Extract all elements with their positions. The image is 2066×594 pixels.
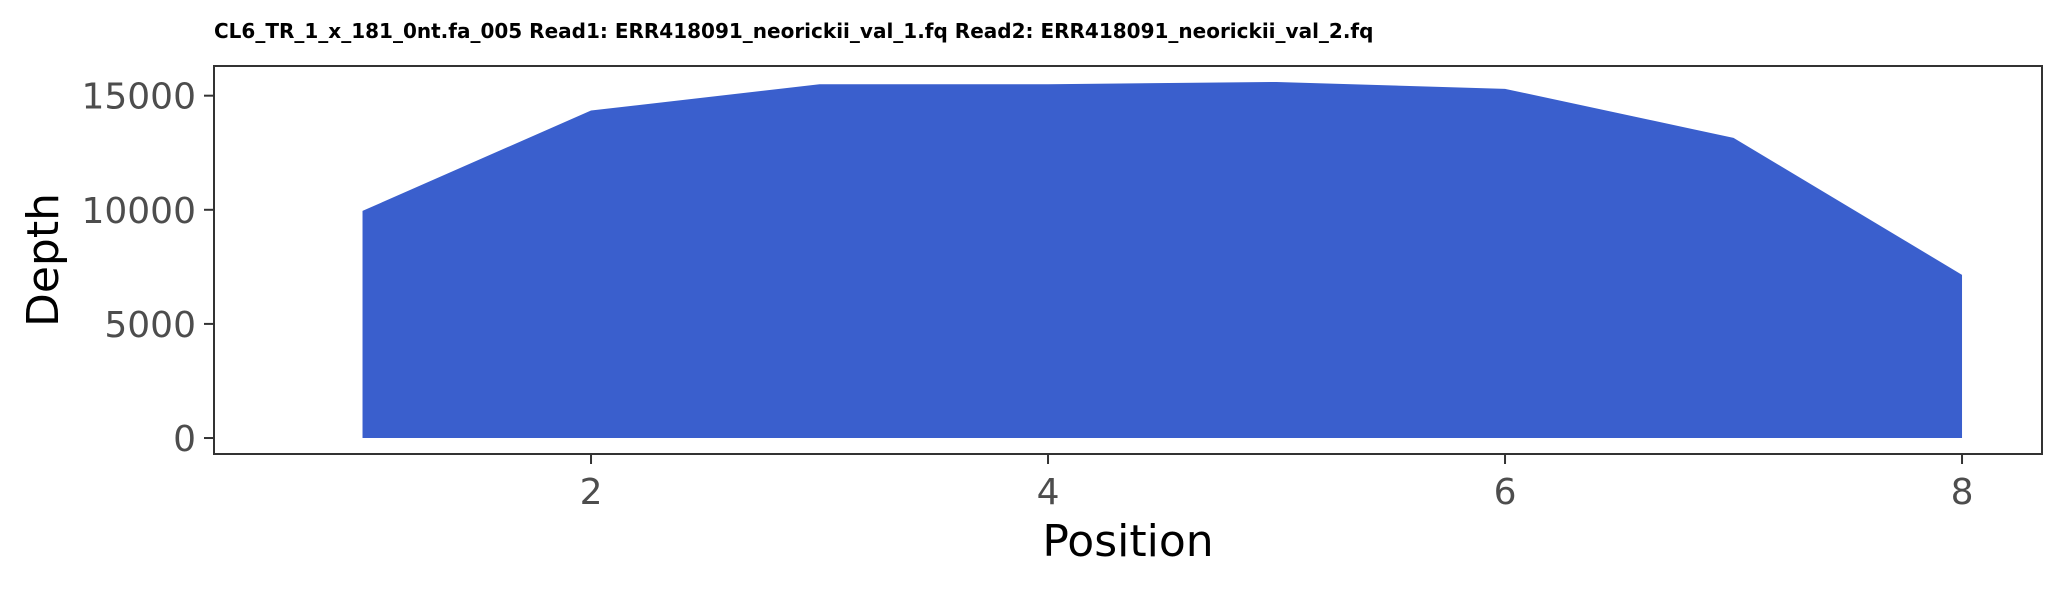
depth-area	[362, 81, 1963, 439]
x-tick-label: 4	[1037, 472, 1060, 513]
x-axis-title: Position	[1042, 516, 1213, 567]
y-axis-title: Depth	[18, 193, 69, 327]
y-tick-label: 15000	[81, 77, 196, 118]
x-tick-label: 8	[1951, 472, 1974, 513]
x-tick-label: 2	[580, 472, 603, 513]
y-tick-label: 0	[173, 419, 196, 460]
x-axis: 2 4 6 8	[580, 454, 1974, 513]
y-axis: 0 5000 10000 15000	[81, 77, 214, 460]
y-tick-label: 10000	[81, 191, 196, 232]
chart-title: CL6_TR_1_x_181_0nt.fa_005 Read1: ERR4180…	[214, 19, 1373, 43]
x-tick-label: 6	[1494, 472, 1517, 513]
panel-border	[213, 65, 2043, 455]
y-tick-label: 5000	[104, 305, 196, 346]
plot-area	[362, 81, 1963, 439]
